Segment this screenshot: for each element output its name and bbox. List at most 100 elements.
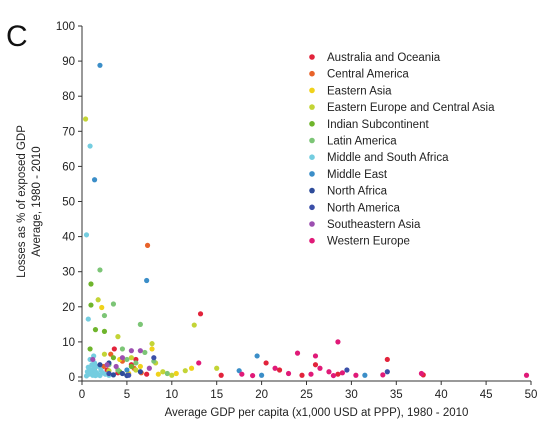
data-point xyxy=(110,372,117,378)
y-tick-label: 90 xyxy=(62,56,75,68)
data-point xyxy=(335,371,341,377)
legend-marker xyxy=(309,70,315,77)
data-point xyxy=(312,353,319,359)
data-point xyxy=(294,350,301,356)
data-point xyxy=(106,370,112,377)
data-point xyxy=(276,367,283,373)
data-point xyxy=(97,62,103,68)
legend-marker xyxy=(309,221,315,227)
data-point xyxy=(384,369,390,375)
data-point xyxy=(110,301,117,307)
data-point xyxy=(137,363,143,370)
legend-label: Indian Subcontinent xyxy=(327,119,429,131)
legend-marker xyxy=(309,54,315,60)
x-tick-label: 5 xyxy=(124,389,130,401)
data-point xyxy=(124,367,130,373)
data-point xyxy=(173,370,179,377)
data-point xyxy=(197,311,204,317)
x-tick-label: 0 xyxy=(79,389,85,401)
y-tick-label: 10 xyxy=(62,337,75,349)
data-point xyxy=(128,355,134,361)
data-point xyxy=(110,355,117,361)
data-point xyxy=(97,267,103,273)
x-tick-label: 40 xyxy=(435,389,448,401)
data-point xyxy=(124,356,130,363)
x-tick-label: 30 xyxy=(345,389,358,401)
y-tick-label: 20 xyxy=(62,302,75,314)
data-point xyxy=(128,348,134,354)
data-points xyxy=(82,62,530,379)
data-point xyxy=(254,353,260,359)
legend-label: North Africa xyxy=(327,186,388,198)
legend: Australia and Oceania Central America East… xyxy=(309,52,495,248)
data-point xyxy=(285,370,292,377)
data-point xyxy=(119,346,126,352)
x-tick-label: 35 xyxy=(390,389,403,401)
legend-marker xyxy=(309,87,315,94)
data-point xyxy=(99,304,105,311)
data-point xyxy=(169,372,175,378)
legend-label: Latin America xyxy=(327,136,397,148)
data-point xyxy=(272,365,278,371)
data-point xyxy=(250,372,256,379)
panel-label: C xyxy=(6,20,28,53)
data-point xyxy=(137,348,143,354)
x-tick-label: 50 xyxy=(525,389,538,401)
data-point xyxy=(119,370,126,377)
legend-marker xyxy=(309,237,315,244)
data-point xyxy=(101,328,108,334)
data-point xyxy=(137,369,143,375)
y-axis-title-line-1: Losses as % of exposed GDP xyxy=(16,125,28,278)
data-point xyxy=(299,372,305,378)
data-point xyxy=(111,346,117,352)
data-point xyxy=(115,334,121,340)
data-point xyxy=(263,360,269,366)
data-point xyxy=(144,242,151,248)
data-point xyxy=(191,322,197,328)
data-point xyxy=(97,372,103,379)
legend-label: Eastern Asia xyxy=(327,85,392,97)
data-point xyxy=(335,339,341,345)
data-point xyxy=(218,372,224,378)
y-tick-label: 70 xyxy=(62,126,75,138)
data-point xyxy=(87,346,93,352)
data-point xyxy=(101,312,108,319)
data-point xyxy=(97,362,103,368)
data-point xyxy=(362,372,368,378)
x-tick-label: 10 xyxy=(165,389,178,401)
y-tick-label: 100 xyxy=(56,21,75,33)
data-point xyxy=(160,369,166,375)
legend-marker xyxy=(309,121,315,127)
data-point xyxy=(90,356,96,363)
data-point xyxy=(196,360,202,366)
axes: 0 10 20 30 40 50 60 70 80 90 100 0 5 10 15 20 25 30 35 40 45… xyxy=(56,21,538,401)
data-point xyxy=(344,367,350,373)
x-axis-title: Average GDP per capita (x1,000 USD at PP… xyxy=(165,407,469,419)
y-tick-label: 40 xyxy=(62,232,75,244)
data-point xyxy=(214,365,220,371)
legend-label: Eastern Europe and Central Asia xyxy=(327,102,495,114)
data-point xyxy=(380,372,386,378)
data-point xyxy=(144,371,150,377)
data-point xyxy=(353,372,359,378)
data-point xyxy=(104,362,110,368)
y-tick-label: 30 xyxy=(62,267,75,279)
data-point xyxy=(164,370,170,377)
data-point xyxy=(239,371,245,377)
legend-marker xyxy=(309,154,315,160)
x-tick-label: 20 xyxy=(255,389,268,401)
data-point xyxy=(92,327,99,333)
data-point xyxy=(83,373,90,379)
legend-label: Western Europe xyxy=(327,236,410,248)
y-tick-label: 60 xyxy=(62,161,75,173)
data-point xyxy=(155,371,161,377)
data-point xyxy=(236,368,242,374)
data-point xyxy=(137,321,143,327)
legend-label: North America xyxy=(327,202,400,214)
data-point xyxy=(188,365,195,371)
x-tick-label: 45 xyxy=(480,389,493,401)
data-point xyxy=(88,302,94,308)
data-point xyxy=(418,370,425,377)
data-point xyxy=(182,368,188,374)
data-point xyxy=(523,372,530,378)
